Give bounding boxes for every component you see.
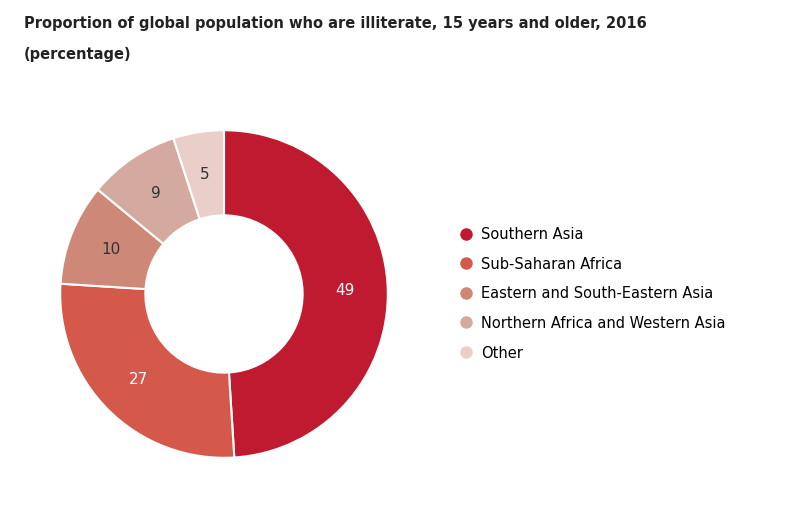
Text: 9: 9 [151,186,161,201]
Wedge shape [224,130,388,457]
Text: 27: 27 [129,372,148,387]
Wedge shape [60,284,234,458]
Legend: Southern Asia, Sub-Saharan Africa, Eastern and South-Eastern Asia, Northern Afri: Southern Asia, Sub-Saharan Africa, Easte… [457,222,732,366]
Wedge shape [174,130,224,219]
Wedge shape [98,138,200,244]
Wedge shape [61,190,163,289]
Text: 10: 10 [102,242,121,257]
Text: 49: 49 [335,282,355,298]
Text: Proportion of global population who are illiterate, 15 years and older, 2016: Proportion of global population who are … [24,16,646,31]
Text: 5: 5 [200,167,210,182]
Text: (percentage): (percentage) [24,47,132,62]
